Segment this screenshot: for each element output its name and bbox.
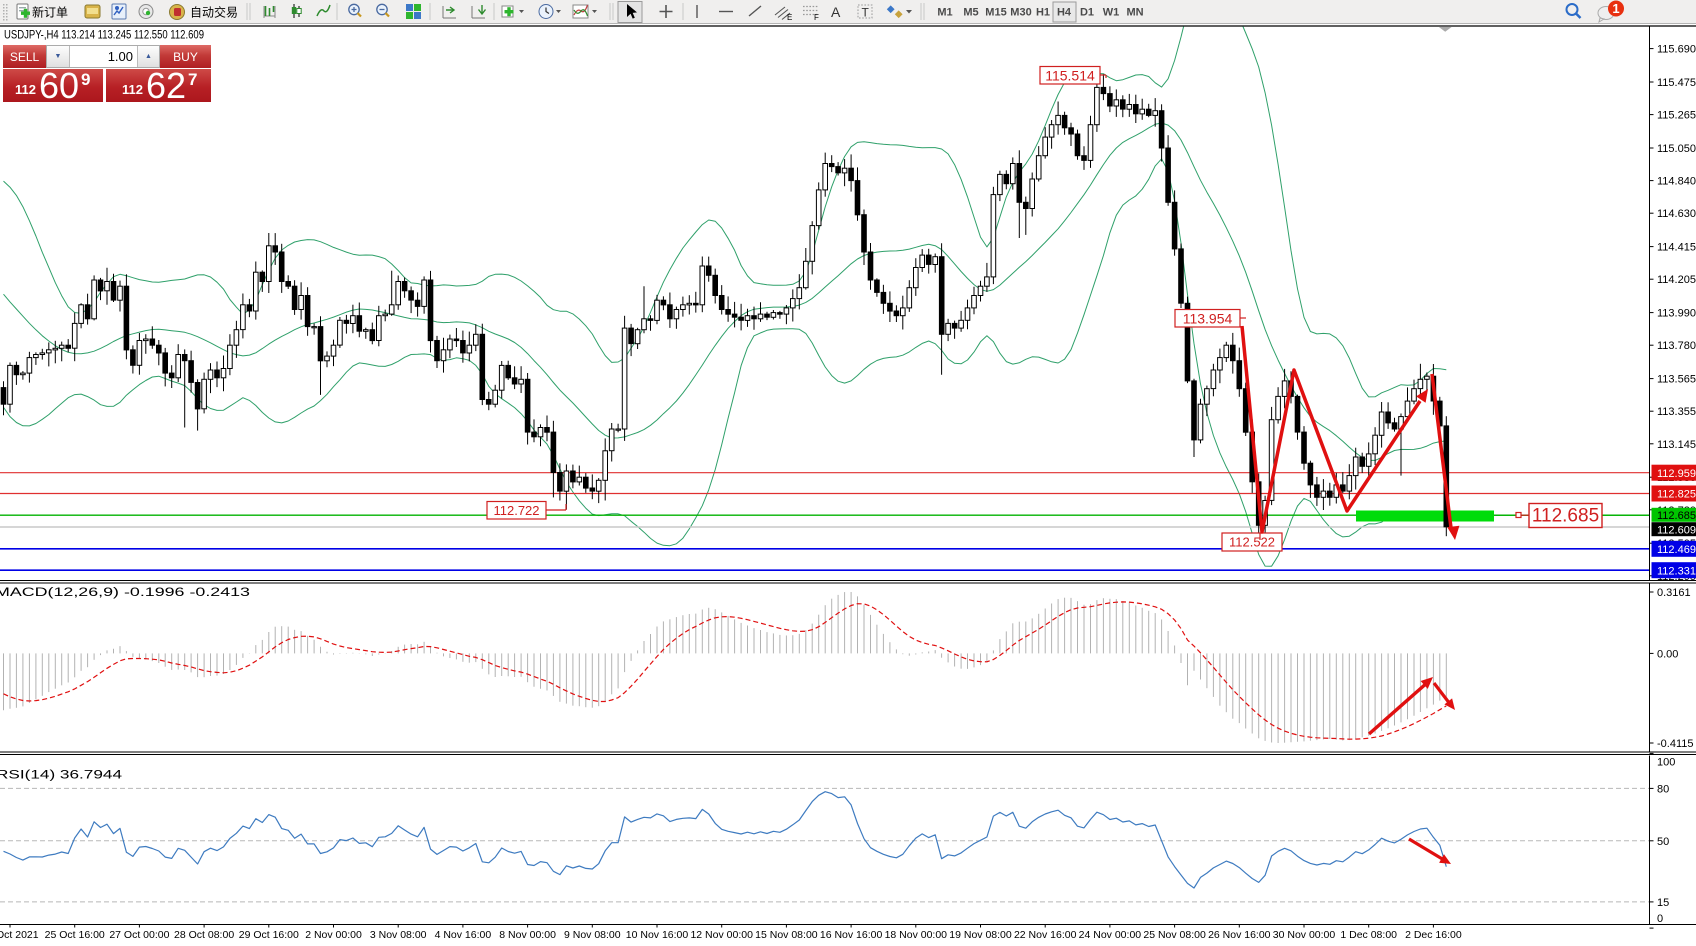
svg-text:115.265: 115.265 bbox=[1657, 110, 1696, 122]
svg-text:18 Nov 00:00: 18 Nov 00:00 bbox=[885, 929, 948, 941]
svg-text:0.3161: 0.3161 bbox=[1657, 587, 1691, 599]
svg-text:-0.4115: -0.4115 bbox=[1657, 738, 1694, 750]
svg-text:112.609: 112.609 bbox=[1657, 524, 1696, 536]
svg-text:1 Dec 08:00: 1 Dec 08:00 bbox=[1340, 929, 1397, 941]
svg-text:MACD(12,26,9) -0.1996 -0.2413: MACD(12,26,9) -0.1996 -0.2413 bbox=[0, 587, 250, 599]
svg-text:113.565: 113.565 bbox=[1657, 374, 1696, 386]
svg-text:15: 15 bbox=[1657, 897, 1669, 909]
svg-text:114.415: 114.415 bbox=[1657, 242, 1696, 254]
svg-text:H1: H1 bbox=[1036, 7, 1050, 19]
svg-text:12 Nov 00:00: 12 Nov 00:00 bbox=[690, 929, 753, 941]
svg-text:2 Dec 16:00: 2 Dec 16:00 bbox=[1405, 929, 1462, 941]
svg-text:T: T bbox=[862, 6, 870, 20]
svg-text:115.690: 115.690 bbox=[1657, 44, 1696, 56]
svg-text:22 Nov 16:00: 22 Nov 16:00 bbox=[1014, 929, 1077, 941]
svg-text:114.630: 114.630 bbox=[1657, 208, 1696, 220]
svg-text:27 Oct 00:00: 27 Oct 00:00 bbox=[109, 929, 169, 941]
svg-text:M5: M5 bbox=[963, 7, 978, 19]
svg-text:4 Nov 16:00: 4 Nov 16:00 bbox=[435, 929, 492, 941]
svg-text:25 Nov 08:00: 25 Nov 08:00 bbox=[1143, 929, 1206, 941]
svg-text:D1: D1 bbox=[1080, 7, 1094, 19]
svg-text:112.722: 112.722 bbox=[493, 503, 539, 518]
svg-text:10 Nov 16:00: 10 Nov 16:00 bbox=[626, 929, 689, 941]
svg-text:RSI(14) 36.7944: RSI(14) 36.7944 bbox=[0, 770, 123, 782]
svg-text:50: 50 bbox=[1657, 836, 1669, 848]
svg-text:113.954: 113.954 bbox=[1183, 310, 1233, 326]
svg-text:26 Nov 16:00: 26 Nov 16:00 bbox=[1208, 929, 1271, 941]
svg-text:28 Oct 08:00: 28 Oct 08:00 bbox=[174, 929, 234, 941]
svg-text:15 Nov 08:00: 15 Nov 08:00 bbox=[755, 929, 818, 941]
svg-text:115.514: 115.514 bbox=[1045, 67, 1095, 83]
svg-text:25 Oct 16:00: 25 Oct 16:00 bbox=[45, 929, 105, 941]
svg-text:113.145: 113.145 bbox=[1657, 439, 1696, 451]
svg-text:USDJPY-,H4 113.214 113.245 11: USDJPY-,H4 113.214 113.245 112.550 112.6… bbox=[4, 30, 204, 42]
svg-text:F: F bbox=[814, 13, 819, 22]
svg-text:16 Nov 16:00: 16 Nov 16:00 bbox=[820, 929, 883, 941]
svg-text:1: 1 bbox=[1612, 1, 1619, 16]
svg-text:100: 100 bbox=[1657, 757, 1675, 769]
svg-text:0: 0 bbox=[1657, 913, 1663, 925]
svg-text:112.331: 112.331 bbox=[1657, 565, 1696, 577]
svg-text:3 Nov 08:00: 3 Nov 08:00 bbox=[370, 929, 427, 941]
svg-text:9 Nov 08:00: 9 Nov 08:00 bbox=[564, 929, 621, 941]
svg-text:24 Nov 00:00: 24 Nov 00:00 bbox=[1079, 929, 1142, 941]
svg-text:112.522: 112.522 bbox=[1229, 535, 1275, 550]
svg-text:80: 80 bbox=[1657, 783, 1669, 795]
svg-text:新订单: 新订单 bbox=[32, 5, 68, 20]
svg-text:8 Nov 00:00: 8 Nov 00:00 bbox=[499, 929, 556, 941]
svg-text:113.780: 113.780 bbox=[1657, 340, 1696, 352]
svg-text:112.825: 112.825 bbox=[1657, 489, 1696, 501]
svg-text:113.355: 113.355 bbox=[1657, 406, 1696, 418]
svg-text:112.469: 112.469 bbox=[1657, 544, 1696, 556]
svg-text:H4: H4 bbox=[1057, 7, 1072, 19]
svg-text:114.840: 114.840 bbox=[1657, 176, 1696, 188]
svg-text:自动交易: 自动交易 bbox=[190, 5, 238, 20]
svg-text:A: A bbox=[831, 4, 841, 20]
svg-text:112.685: 112.685 bbox=[1657, 510, 1696, 522]
svg-text:0.00: 0.00 bbox=[1657, 648, 1678, 660]
svg-text:115.050: 115.050 bbox=[1657, 143, 1696, 155]
svg-text:112.685: 112.685 bbox=[1532, 506, 1599, 527]
svg-text:113.990: 113.990 bbox=[1657, 308, 1696, 320]
svg-text:M15: M15 bbox=[985, 7, 1006, 19]
svg-text:30 Nov 00:00: 30 Nov 00:00 bbox=[1273, 929, 1336, 941]
svg-text:M1: M1 bbox=[937, 7, 952, 19]
svg-text:114.205: 114.205 bbox=[1657, 274, 1696, 286]
svg-text:29 Oct 16:00: 29 Oct 16:00 bbox=[239, 929, 299, 941]
svg-text:19 Nov 08:00: 19 Nov 08:00 bbox=[949, 929, 1012, 941]
svg-text:112.959: 112.959 bbox=[1657, 468, 1696, 480]
svg-text:2 Nov 00:00: 2 Nov 00:00 bbox=[305, 929, 362, 941]
svg-text:22 Oct 2021: 22 Oct 2021 bbox=[0, 929, 39, 941]
svg-text:W1: W1 bbox=[1103, 7, 1120, 19]
svg-text:115.475: 115.475 bbox=[1657, 77, 1696, 89]
svg-text:E: E bbox=[787, 13, 792, 22]
svg-text:MN: MN bbox=[1126, 7, 1143, 19]
svg-text:M30: M30 bbox=[1010, 7, 1031, 19]
